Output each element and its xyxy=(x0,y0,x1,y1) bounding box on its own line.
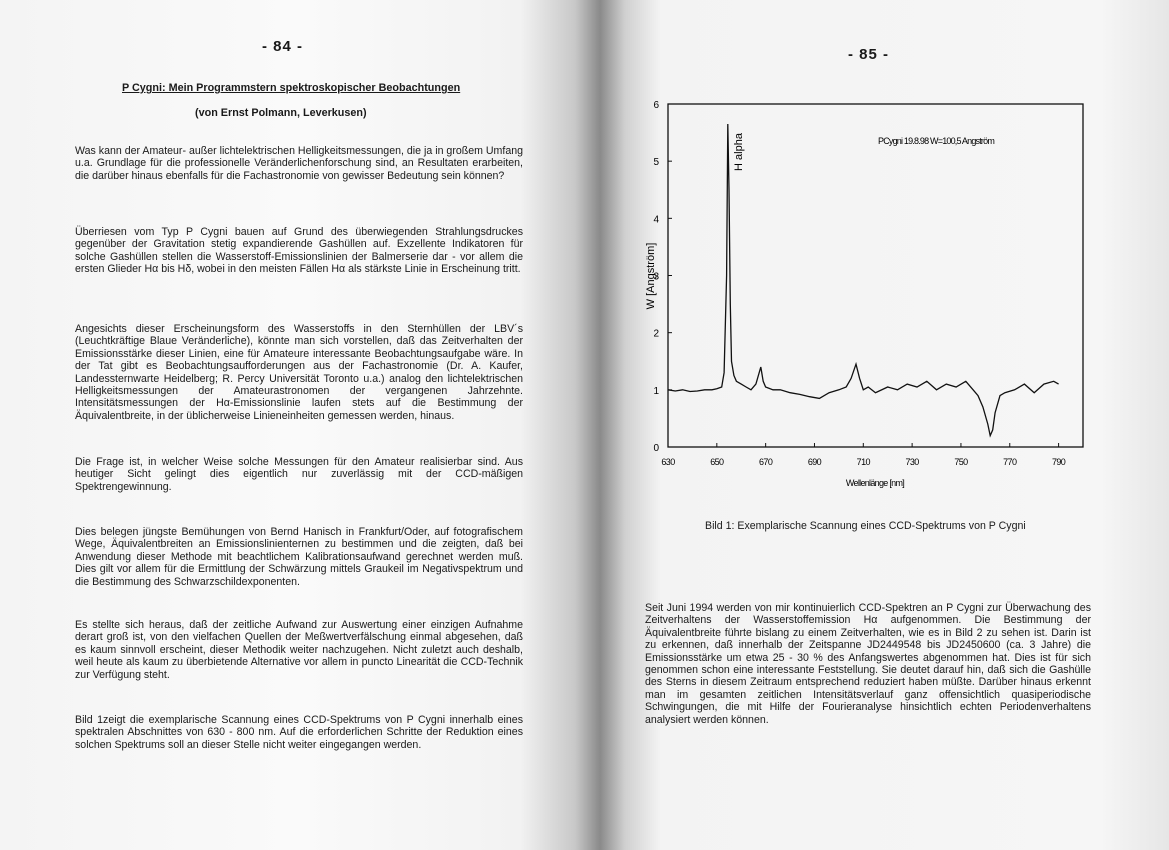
annotation: PCygni 19.8.98 W=100,5 Angström xyxy=(878,136,994,146)
x-tick-label: 670 xyxy=(759,457,773,467)
y-tick-label: 6 xyxy=(653,100,659,111)
paragraph: Dies belegen jüngste Bemühungen von Bern… xyxy=(75,526,523,588)
page-number: - 84 - xyxy=(262,38,304,55)
paragraph: Es stellte sich heraus, daß der zeitlich… xyxy=(75,619,523,681)
annotation: H alpha xyxy=(733,132,745,171)
x-tick-label: 710 xyxy=(857,457,871,467)
spectrum-line xyxy=(667,123,1059,438)
y-axis-label: W [Angström] xyxy=(645,243,657,310)
x-tick-label: 690 xyxy=(808,457,822,467)
paragraph: Was kann der Amateur- außer lichtelektri… xyxy=(75,145,523,182)
x-tick-label: 730 xyxy=(906,457,920,467)
x-tick-label: 770 xyxy=(1003,457,1017,467)
x-tick-label: 650 xyxy=(710,457,724,467)
y-tick-label: 5 xyxy=(653,157,659,168)
x-tick-label: 630 xyxy=(661,457,675,467)
paragraph: Angesichts dieser Erscheinungsform des W… xyxy=(75,323,523,422)
x-tick-label: 750 xyxy=(954,457,968,467)
y-tick-label: 2 xyxy=(653,329,659,340)
x-tick-label: 790 xyxy=(1052,457,1066,467)
y-tick-label: 3 xyxy=(653,272,659,283)
paragraph: Bild 1zeigt die exemplarische Scannung e… xyxy=(75,714,523,751)
paragraph: Überriesen vom Typ P Cygni bauen auf Gru… xyxy=(75,226,523,276)
y-tick-label: 1 xyxy=(653,386,659,397)
figure-caption: Bild 1: Exemplarische Scannung eines CCD… xyxy=(705,520,1026,532)
spectrum-chart: 0 1 2 3 4 5 6 630 650 670 690 710 730 750 770 790 Wellen… xyxy=(645,100,1084,488)
paragraph: Seit Juni 1994 werden von mir kontinuier… xyxy=(645,602,1091,726)
paragraph: Die Frage ist, in welcher Weise solche M… xyxy=(75,456,523,493)
y-tick-label: 0 xyxy=(653,443,659,454)
y-tick-label: 4 xyxy=(653,214,659,225)
x-axis-label: Wellenlänge [nm] xyxy=(846,478,904,488)
page-number: - 85 - xyxy=(848,46,890,63)
article-title: P Cygni: Mein Programmstern spektroskopi… xyxy=(122,82,461,94)
author: (von Ernst Polmann, Leverkusen) xyxy=(195,107,367,119)
